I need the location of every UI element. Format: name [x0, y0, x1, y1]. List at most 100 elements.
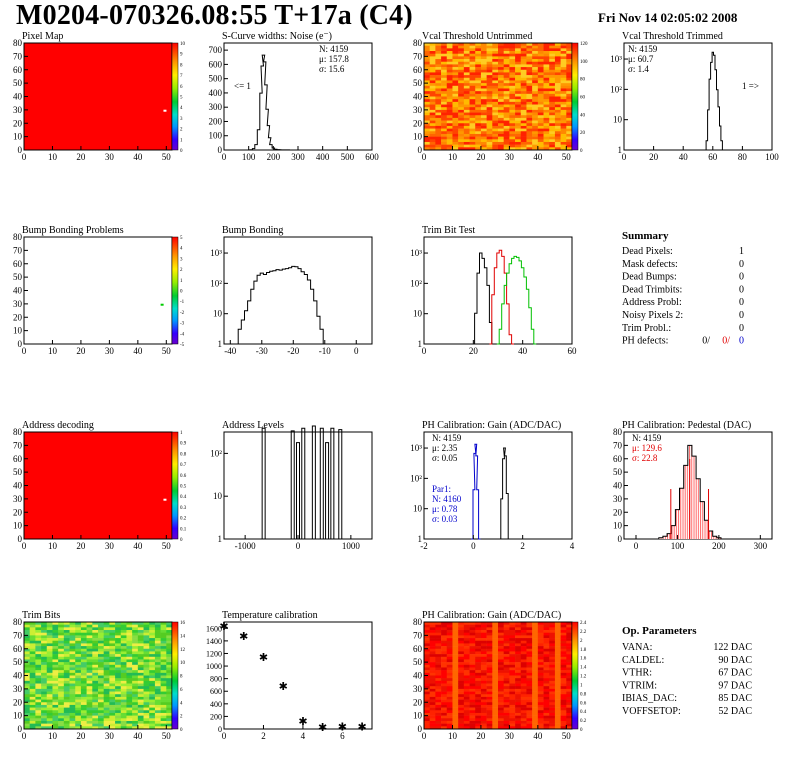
heatmap-cell: [115, 683, 122, 687]
heatmap-cell: [480, 72, 487, 76]
heatmap-cell: [566, 635, 573, 639]
heatmap-cell: [115, 691, 122, 695]
heatmap-cell: [492, 117, 499, 121]
heatmap-cell: [120, 648, 127, 652]
heatmap-cell: [469, 718, 476, 722]
heatmap-cell: [543, 43, 550, 46]
heatmap-cell: [549, 670, 556, 674]
heatmap-cell: [463, 656, 470, 660]
scatter-point: ✱: [259, 652, 268, 664]
heatmap-cell: [166, 680, 173, 684]
heatmap-cell: [560, 43, 567, 46]
heatmap-cell: [520, 675, 527, 679]
heatmap-cell: [435, 704, 442, 708]
heatmap-cell: [520, 131, 527, 135]
plot-frame: [223, 236, 373, 345]
heatmap-cell: [143, 675, 150, 679]
heatmap-cell: [441, 101, 448, 105]
heatmap-cell: [543, 104, 550, 108]
heatmap-cell: [560, 696, 567, 700]
stats-line: σ: 15.6: [319, 64, 345, 74]
heatmap-cell: [452, 646, 459, 650]
heatmap-cell: [126, 672, 133, 676]
heatmap-cell: [446, 704, 453, 708]
heatmap-cell: [526, 680, 533, 684]
heatmap-cell: [509, 646, 516, 650]
heatmap-cell: [75, 704, 82, 708]
heatmap-cell: [149, 715, 156, 719]
y-tick-label: 1600: [206, 624, 222, 633]
heatmap-cell: [29, 622, 36, 625]
heatmap-cell: [566, 93, 573, 97]
heatmap-cell: [143, 635, 150, 639]
heatmap-cell: [166, 638, 173, 642]
heatmap-cell: [75, 654, 82, 658]
heatmap-cell: [492, 91, 499, 95]
heatmap-cell: [154, 680, 161, 684]
heatmap-cell: [486, 109, 493, 113]
heatmap-cell: [566, 712, 573, 716]
heatmap-cell: [498, 702, 504, 706]
heatmap-cell: [492, 109, 499, 113]
heatmap-cell: [24, 704, 30, 708]
heatmap-cell: [560, 723, 567, 727]
heatmap-cell: [435, 93, 442, 97]
heatmap-cell: [98, 638, 104, 642]
heatmap-cell: [446, 123, 453, 127]
heatmap-cell: [429, 136, 436, 140]
heatmap-cell: [520, 680, 527, 684]
heatmap-cell: [475, 88, 482, 92]
heatmap-cell: [446, 680, 453, 684]
heatmap-cell: [458, 99, 465, 103]
heatmap-cell: [458, 648, 465, 652]
heatmap-cell: [469, 99, 476, 103]
heatmap-cell: [503, 627, 510, 631]
heatmap-cell: [46, 638, 53, 642]
heatmap-cell: [109, 691, 116, 695]
heatmap-cell: [475, 702, 482, 706]
heatmap-cell: [103, 622, 110, 625]
heatmap-cell: [446, 672, 453, 676]
heatmap-cell: [475, 75, 482, 79]
heatmap-cell: [492, 686, 499, 690]
heatmap-cell: [166, 696, 173, 700]
heatmap-cell: [115, 720, 122, 724]
heatmap-cell: [41, 710, 48, 714]
heatmap-cell: [154, 672, 161, 676]
z-tick-label: -1: [180, 300, 185, 305]
heatmap-cell: [160, 648, 167, 652]
heatmap-cell: [63, 675, 70, 679]
heatmap-cell: [126, 667, 133, 671]
z-tick-label: 16: [180, 621, 186, 626]
heatmap-cell: [526, 654, 533, 658]
heatmap-cell: [537, 654, 544, 658]
heatmap-cell: [480, 624, 487, 628]
heatmap-cell: [80, 715, 87, 719]
y-tick-label: 30: [613, 494, 623, 504]
heatmap-cell: [526, 622, 533, 625]
heatmap-cell: [143, 654, 150, 658]
heatmap-cell: [80, 675, 87, 679]
heatmap-cell: [458, 115, 465, 119]
x-tick-label: 0: [422, 346, 427, 356]
heatmap-cell: [69, 686, 76, 690]
y-tick-label: 70: [13, 440, 23, 450]
x-tick-label: -2: [420, 541, 428, 551]
heatmap-outlier: [160, 303, 164, 306]
heatmap-cell: [475, 718, 482, 722]
heatmap-cell: [486, 93, 493, 97]
heatmap-cell: [458, 680, 465, 684]
heatmap-cell: [103, 680, 110, 684]
heatmap-cell: [435, 136, 442, 140]
heatmap-cell: [98, 688, 104, 692]
heatmap-cell: [92, 678, 99, 682]
heatmap-cell: [80, 702, 87, 706]
heatmap-cell: [532, 131, 539, 135]
heatmap-cell: [120, 702, 127, 706]
heatmap-cell: [549, 133, 556, 137]
heatmap-cell: [532, 718, 539, 722]
heatmap-cell: [126, 707, 133, 711]
heatmap-cell: [486, 648, 493, 652]
heatmap-cell: [532, 144, 539, 148]
heatmap-cell: [498, 115, 504, 119]
